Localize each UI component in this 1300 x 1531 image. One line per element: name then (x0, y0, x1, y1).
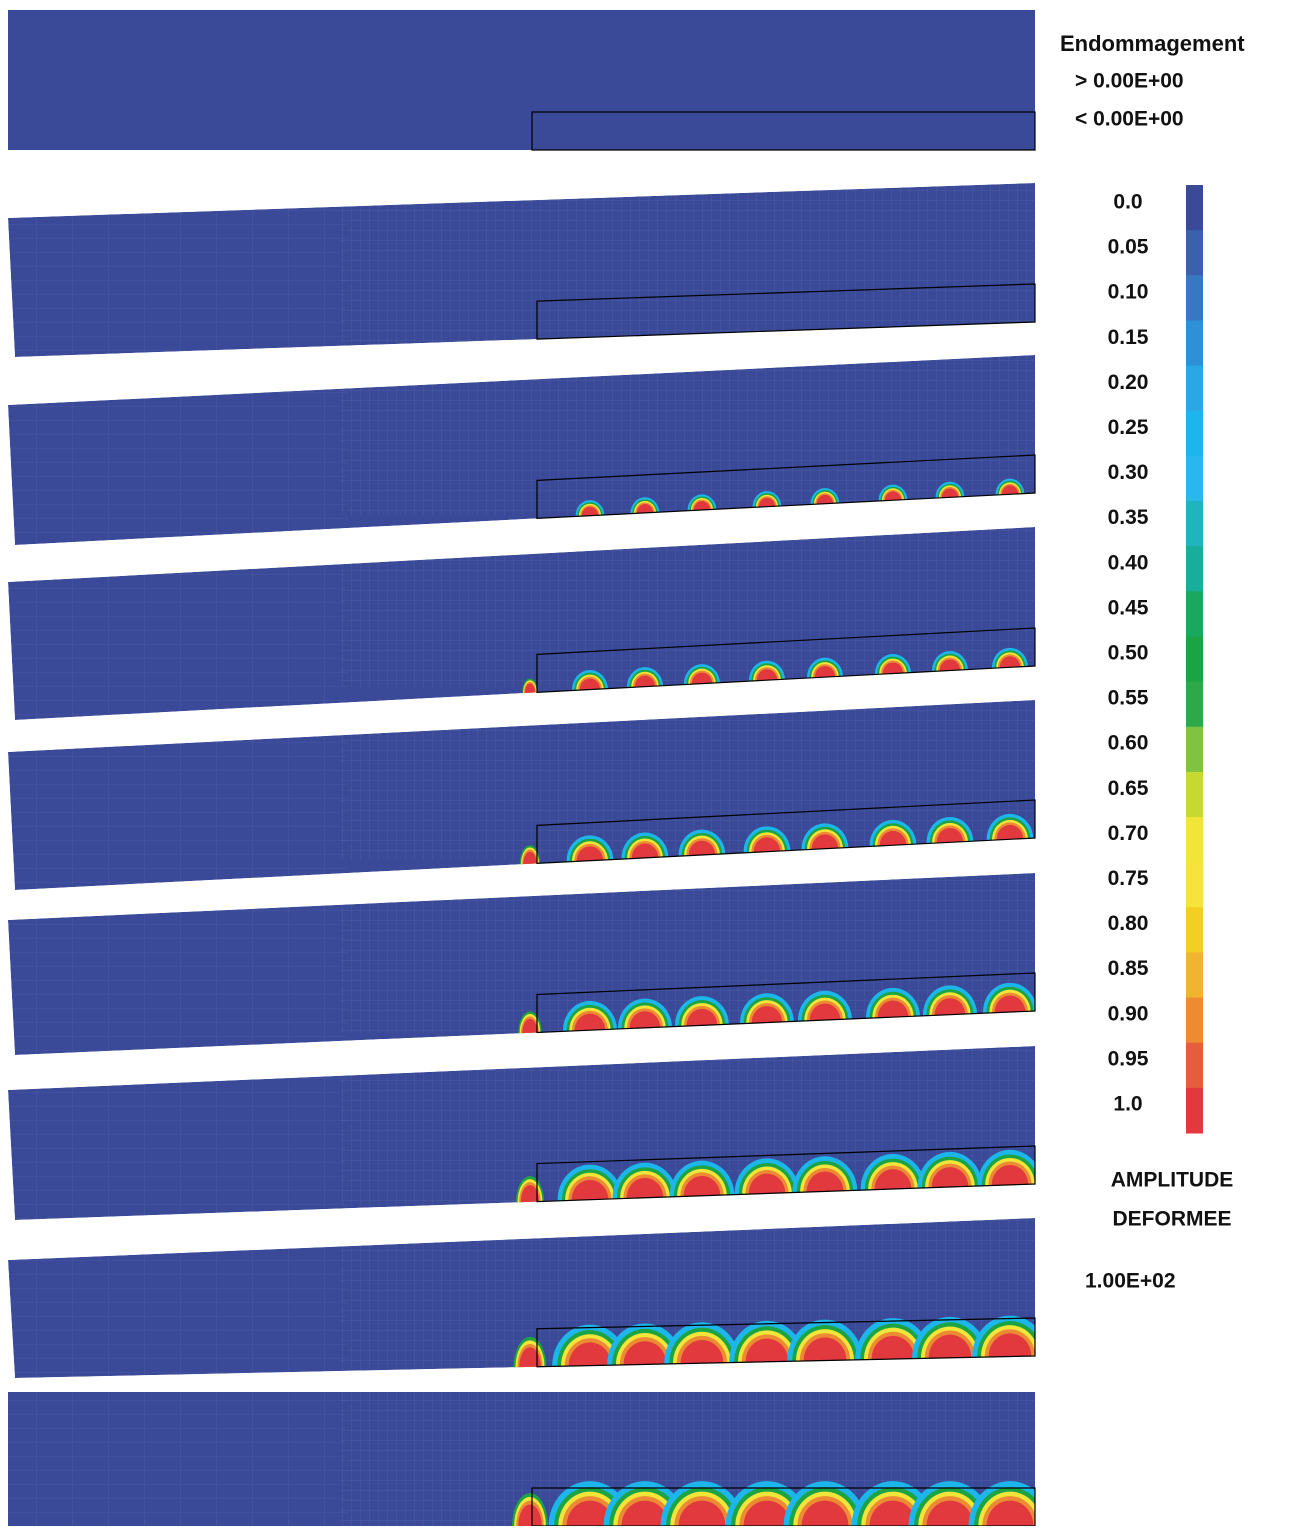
amplitude-label: AMPLITUDE (1111, 1169, 1234, 1192)
colorbar-label: 0.30 (1108, 461, 1149, 484)
colorbar-label: 0.60 (1108, 732, 1149, 755)
colorbar-segment (1186, 501, 1203, 547)
mesh (8, 1218, 348, 1378)
interface-outline (531, 111, 1036, 151)
damage-zone (523, 851, 537, 877)
colorbar-label: 0.80 (1108, 912, 1149, 935)
mesh (8, 700, 348, 890)
colorbar-label: 0.25 (1108, 416, 1149, 439)
colorbar-segment (1186, 817, 1203, 863)
colorbar-segment (1186, 275, 1203, 321)
colorbar-segment (1186, 1087, 1203, 1134)
mesh (8, 355, 348, 545)
colorbar-label: 0.85 (1108, 957, 1149, 980)
colorbar-segment (1186, 952, 1203, 999)
interface-outline (536, 1145, 1036, 1203)
legend-below: < 0.00E+00 (1075, 108, 1184, 131)
colorbar-label: 0.10 (1108, 281, 1149, 304)
interface-outline (536, 283, 1036, 340)
colorbar-label: 0.15 (1108, 326, 1149, 349)
colorbar-label: 0.50 (1108, 642, 1149, 665)
colorbar-label: 0.0 (1113, 191, 1142, 214)
colorbar-segment (1186, 455, 1203, 502)
colorbar-segment (1186, 726, 1203, 773)
amplitude-value: 1.00E+02 (1085, 1270, 1176, 1293)
panel (8, 1218, 1036, 1378)
colorbar-segment (1186, 230, 1203, 276)
panel (8, 183, 1036, 357)
colorbar-label: 0.55 (1108, 687, 1149, 710)
legend-title: Endommagement (1060, 31, 1245, 56)
interface-outline (536, 627, 1036, 693)
colorbar-segment (1186, 636, 1203, 683)
interface-outline (536, 972, 1036, 1034)
damage-zone (524, 683, 536, 703)
panel-body (8, 183, 1035, 357)
colorbar-segment (1186, 365, 1203, 412)
damage-zone (522, 1018, 538, 1047)
colorbar-segment (1186, 997, 1203, 1044)
amplitude-label: DEFORMEE (1112, 1208, 1231, 1231)
panel (8, 1392, 1036, 1527)
mesh (340, 183, 1035, 343)
colorbar-label: 0.90 (1108, 1002, 1149, 1025)
mesh (8, 527, 348, 720)
panel-body (8, 700, 1035, 890)
colorbar-label: 0.65 (1108, 777, 1149, 800)
colorbar-label: 0.40 (1108, 551, 1149, 574)
panel-fill (8, 10, 1035, 150)
mesh (8, 1046, 348, 1220)
colorbar-label: 0.75 (1108, 867, 1149, 890)
colorbar-segment (1186, 1042, 1203, 1089)
legend-above: > 0.00E+00 (1075, 70, 1184, 93)
colorbar-segment (1186, 410, 1203, 457)
interface-outline (536, 1317, 1036, 1368)
panel-body (8, 1392, 1035, 1526)
colorbar-segment (1186, 546, 1203, 592)
colorbar-segment (1186, 907, 1203, 953)
colorbar-label: 0.05 (1108, 236, 1149, 259)
colorbar-label: 0.95 (1108, 1047, 1149, 1070)
interface-outline (536, 454, 1036, 520)
colorbar-segment (1186, 771, 1203, 818)
colorbar-segment (1186, 320, 1203, 367)
mesh (8, 873, 348, 1055)
colorbar-label: 0.45 (1108, 596, 1149, 619)
colorbar-label: 0.35 (1108, 506, 1149, 529)
colorbar-label: 0.70 (1108, 822, 1149, 845)
panel (8, 700, 1036, 890)
simulation-panels (8, 10, 1036, 1527)
colorbar-segment (1186, 681, 1203, 728)
colorbar-segment (1186, 591, 1203, 637)
colorbar-segment (1186, 862, 1203, 908)
colorbar-segment (1186, 185, 1203, 231)
mesh (8, 183, 348, 357)
mesh (8, 1392, 348, 1526)
interface-outline (536, 799, 1036, 865)
colorbar-label: 1.0 (1113, 1093, 1142, 1116)
panel-body (8, 10, 1035, 150)
panel (8, 10, 1036, 151)
colorbar: 0.0 0.05 0.10 0.15 0.20 0.25 0.30 0.35 0.40 0.45 0… (1108, 185, 1203, 1134)
colorbar-label: 0.20 (1108, 371, 1149, 394)
